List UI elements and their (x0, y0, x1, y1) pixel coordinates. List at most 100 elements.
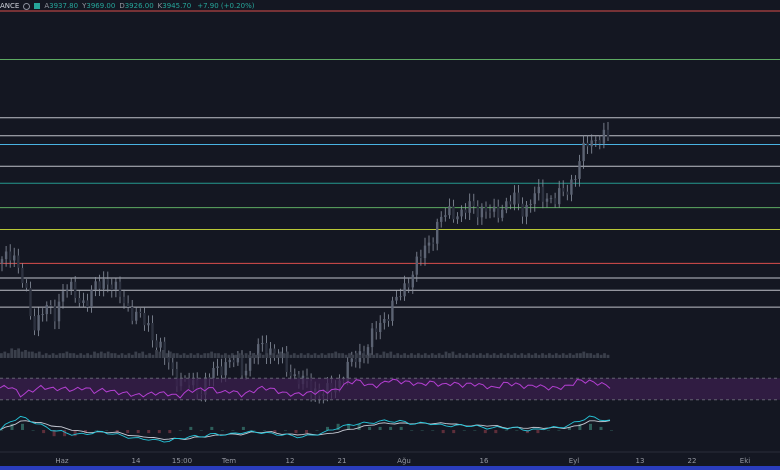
volume-bar (558, 354, 562, 358)
candle-body (135, 311, 138, 321)
macd-histogram-bar (63, 430, 67, 437)
status-dot-icon (34, 3, 41, 9)
candle-body (220, 366, 223, 376)
volume-bar (41, 354, 45, 358)
macd-histogram-bar (452, 430, 456, 434)
macd-histogram-bar (578, 423, 582, 430)
volume-bar (530, 354, 534, 358)
rsi-line (0, 378, 611, 399)
candle-body (370, 328, 374, 348)
candle-body (395, 296, 398, 301)
candle-body (387, 319, 390, 321)
candle-body (49, 305, 52, 307)
macd-histogram-bar (483, 430, 487, 434)
volume-bar (582, 351, 586, 358)
candle-body (17, 255, 20, 268)
macd-histogram-bar (262, 430, 266, 431)
volume-bar (27, 351, 31, 358)
volume-bar (13, 350, 17, 358)
close-label: K (157, 2, 163, 10)
volume-bar (96, 353, 100, 358)
candle-body (131, 307, 134, 321)
candle-body (106, 279, 109, 285)
volume-bar (403, 353, 406, 358)
macd-histogram-bar (347, 423, 351, 430)
candle-body (537, 186, 540, 194)
volume-bar (572, 354, 575, 358)
volume-bar (454, 354, 458, 358)
candle-body (346, 361, 349, 382)
macd-histogram-bar (368, 426, 372, 430)
candle-body (517, 192, 520, 204)
candle-body (480, 206, 484, 218)
candle-body (399, 296, 402, 298)
volume-bar (372, 354, 375, 358)
macd-histogram-bar (378, 426, 382, 430)
time-tick-label: 15:00 (172, 457, 192, 465)
volume-bar (65, 351, 69, 358)
volume-bar (548, 353, 551, 358)
volume-bar (492, 353, 496, 358)
volume-bar (596, 353, 599, 358)
volume-bar (441, 354, 444, 358)
volume-bar (330, 353, 334, 358)
volume-bar (551, 354, 555, 358)
volume-bar (24, 350, 27, 358)
volume-pane (0, 348, 610, 358)
macd-histogram-bar (431, 430, 435, 431)
macd-histogram-bar (557, 430, 561, 431)
open-label: A (44, 2, 50, 10)
macd-histogram-bar (10, 423, 14, 430)
macd-histogram-bar (94, 430, 98, 431)
volume-bar (399, 354, 403, 358)
volume-bar (127, 353, 131, 358)
candle-body (163, 341, 166, 358)
candle-body (13, 255, 16, 261)
candle-body (110, 284, 113, 290)
candle-body (261, 343, 264, 345)
macd-histogram-bar (157, 430, 161, 434)
volume-bar (337, 353, 341, 358)
volume-bar (561, 353, 565, 358)
candle-body (427, 242, 431, 246)
volume-bar (55, 354, 58, 358)
candle-body (74, 281, 77, 298)
volume-bar (355, 353, 358, 358)
volume-bar (124, 354, 127, 358)
candle-body (509, 201, 512, 205)
volume-bar (210, 351, 213, 358)
volume-bar (437, 353, 441, 358)
macd-histogram-bar (399, 426, 403, 430)
volume-bar (203, 353, 207, 358)
volume-bar (248, 354, 251, 358)
volume-bar (75, 354, 79, 358)
candle-body (293, 374, 296, 376)
volume-bar (103, 353, 107, 358)
candle-body (444, 215, 447, 217)
time-tick-label: 13 (636, 457, 645, 465)
symbol-name[interactable]: ANCE (0, 2, 20, 10)
candle-body (553, 198, 557, 205)
eye-icon[interactable] (23, 2, 31, 10)
candle-body (4, 251, 8, 260)
volume-bar (206, 353, 210, 358)
change-value: +7.90 (+0.20%) (197, 2, 255, 10)
candle-body (25, 283, 28, 288)
candle-body (423, 245, 427, 259)
volume-bar (82, 354, 86, 358)
candle-body (411, 274, 414, 288)
candle-body (78, 298, 81, 303)
time-tick-label: 16 (480, 457, 489, 465)
volume-bar (137, 353, 141, 358)
volume-bar (510, 354, 513, 358)
volume-bar (17, 348, 20, 358)
volume-bar (86, 353, 89, 358)
volume-bar (134, 351, 138, 358)
candle-body (236, 357, 240, 363)
volume-bar (3, 351, 7, 358)
volume-bar (117, 354, 120, 358)
volume-bar (461, 354, 465, 358)
macd-histogram-bar (126, 430, 130, 434)
volume-bar (351, 354, 355, 358)
